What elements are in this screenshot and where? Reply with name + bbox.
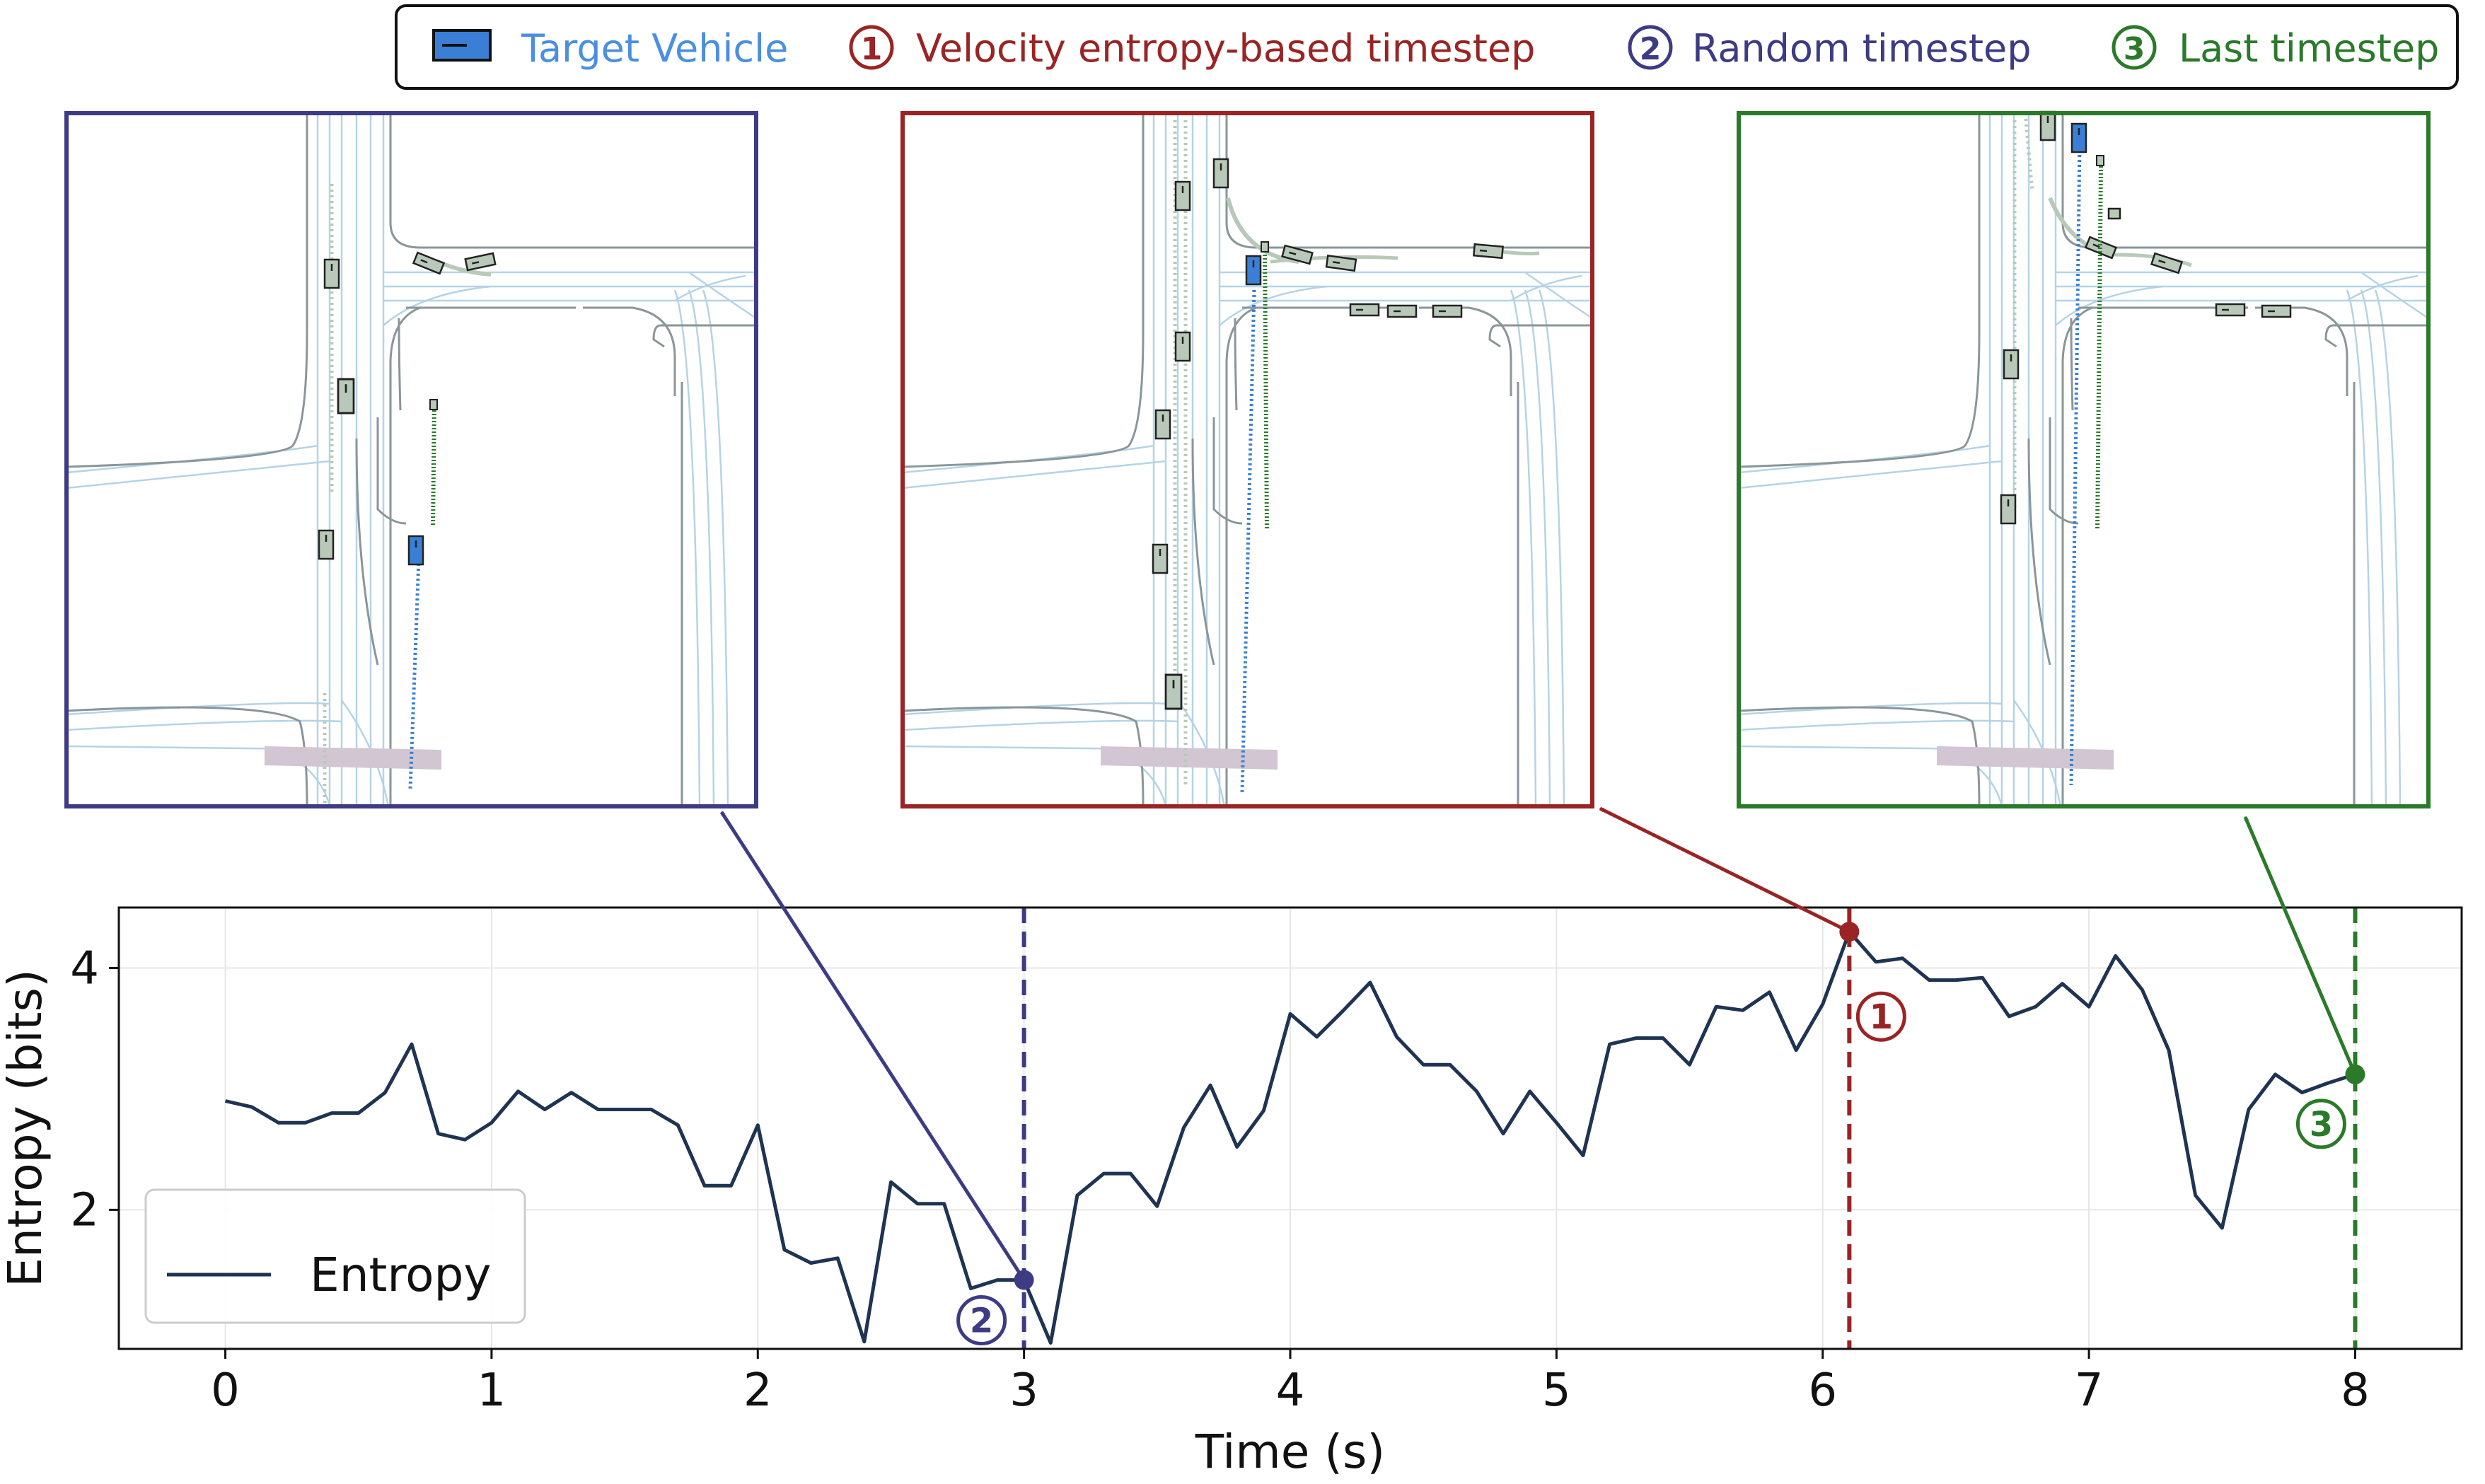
axis-ticks: 0 1 2 3 4 5 6 7 824 bbox=[70, 942, 2370, 1417]
timestep-2-badge-number: 2 bbox=[970, 1302, 993, 1341]
legend-random-timestep-label: Random timestep bbox=[1692, 26, 2032, 71]
legend-marker-2-number: 2 bbox=[1640, 31, 1662, 67]
agent-vehicle bbox=[1164, 673, 1183, 710]
legend-target-vehicle-label: Target Vehicle bbox=[521, 26, 788, 71]
timestep-2-point bbox=[1014, 1270, 1034, 1290]
plot-legend-entropy-label: Entropy bbox=[310, 1248, 491, 1302]
agent-vehicle bbox=[412, 251, 445, 275]
x-tick-label: 0 bbox=[211, 1364, 240, 1417]
agent-vehicle bbox=[1212, 158, 1229, 189]
agent-vehicle bbox=[1349, 303, 1380, 317]
x-tick-label: 3 bbox=[1009, 1364, 1038, 1417]
scene-panel-random bbox=[64, 111, 758, 808]
ground-truth-path bbox=[431, 402, 436, 528]
agent-vehicle-small bbox=[429, 399, 438, 410]
panel-frame bbox=[1737, 111, 2431, 808]
timestep-3-badge bbox=[2295, 1098, 2346, 1149]
timestep-1-badge-number: 1 bbox=[1870, 997, 1893, 1037]
plot-legend-frame bbox=[144, 1188, 526, 1324]
callout-arrows bbox=[719, 806, 2357, 1281]
agent-vehicle bbox=[2000, 494, 2017, 525]
top-legend-frame bbox=[395, 4, 2459, 90]
agent-vehicle bbox=[2215, 303, 2246, 317]
legend-last-timestep-label: Last timestep bbox=[2179, 26, 2439, 71]
legend-marker-3 bbox=[2112, 25, 2157, 70]
target-trajectory bbox=[408, 558, 421, 789]
target-vehicle-icon bbox=[432, 29, 492, 62]
x-tick-label: 5 bbox=[1542, 1364, 1571, 1417]
legend-marker-2 bbox=[1628, 25, 1673, 70]
agent-vehicle bbox=[1154, 409, 1171, 440]
x-tick-label: 1 bbox=[477, 1364, 506, 1417]
top-legend: Target Vehicle 1 Velocity entropy-based … bbox=[395, 4, 2459, 90]
timestep-3-badge-number: 3 bbox=[2310, 1105, 2333, 1144]
x-tick-label: 2 bbox=[743, 1364, 772, 1417]
highlight-points: 1 2 3 bbox=[956, 922, 2365, 1346]
target-trajectory bbox=[2069, 144, 2082, 786]
ground-truth-path bbox=[2095, 166, 2103, 531]
y-axis-label: Entropy (bits) bbox=[0, 969, 52, 1287]
agent-vehicle bbox=[1386, 304, 1418, 318]
agent-vehicle bbox=[1174, 331, 1191, 362]
agent-vehicle-small bbox=[1261, 241, 1269, 253]
ground-truth-path bbox=[1263, 247, 1269, 531]
x-tick-label: 4 bbox=[1276, 1364, 1305, 1417]
agent-vehicle bbox=[323, 258, 340, 289]
agent-vehicle-small bbox=[2107, 207, 2121, 220]
agent-vehicle bbox=[1473, 243, 1504, 259]
timestep-3-point bbox=[2345, 1064, 2365, 1084]
x-axis-label: Time (s) bbox=[1195, 1425, 1385, 1479]
x-tick-label: 7 bbox=[2075, 1364, 2104, 1417]
y-tick-label: 4 bbox=[70, 942, 99, 995]
scene-panel-velocity-entropy bbox=[900, 111, 1594, 808]
y-tick-label: 2 bbox=[70, 1184, 99, 1236]
timestep-markers bbox=[1021, 908, 2358, 1349]
agent-vehicle bbox=[1152, 543, 1169, 574]
target-trajectory bbox=[1240, 289, 1256, 793]
entropy-plot: 0 1 2 3 4 5 6 7 824 Time (s) Entropy (bits) Entr… bbox=[0, 906, 2463, 1479]
target-vehicle bbox=[2070, 122, 2087, 153]
agent-vehicle bbox=[2261, 304, 2292, 318]
agent-vehicle bbox=[1174, 180, 1191, 211]
panel-frame bbox=[64, 111, 758, 808]
timestep-2-badge bbox=[956, 1295, 1007, 1346]
agent-vehicle bbox=[2039, 110, 2056, 141]
timestep-3-arrow bbox=[2243, 817, 2357, 1075]
legend-marker-1-number: 1 bbox=[861, 31, 883, 67]
plot-legend: Entropy bbox=[144, 1188, 526, 1324]
history-trail bbox=[2023, 112, 2034, 192]
agent-vehicle bbox=[337, 378, 355, 415]
agent-vehicle bbox=[2150, 252, 2183, 274]
agent-vehicle bbox=[464, 252, 497, 272]
panel-frame bbox=[900, 111, 1594, 808]
legend-marker-1 bbox=[849, 25, 894, 70]
target-vehicle bbox=[1245, 255, 1262, 286]
x-tick-label: 8 bbox=[2341, 1364, 2370, 1417]
agent-vehicle bbox=[1432, 304, 1463, 318]
timestep-1-badge bbox=[1855, 991, 1906, 1042]
target-vehicle bbox=[407, 535, 424, 566]
timestep-2-arrow bbox=[719, 812, 1026, 1281]
agent-vehicle-small bbox=[2096, 155, 2104, 166]
x-tick-label: 6 bbox=[1808, 1364, 1837, 1417]
timestep-1-arrow bbox=[1600, 806, 1850, 934]
scene-panel-last bbox=[1737, 110, 2431, 808]
agent-vehicle bbox=[2003, 349, 2020, 380]
timestep-1-point bbox=[1839, 922, 1860, 942]
agent-vehicle bbox=[318, 529, 335, 560]
legend-marker-3-number: 3 bbox=[2124, 31, 2145, 67]
legend-velocity-entropy-label: Velocity entropy-based timestep bbox=[916, 26, 1535, 71]
entropy-series-line bbox=[224, 929, 2356, 1345]
